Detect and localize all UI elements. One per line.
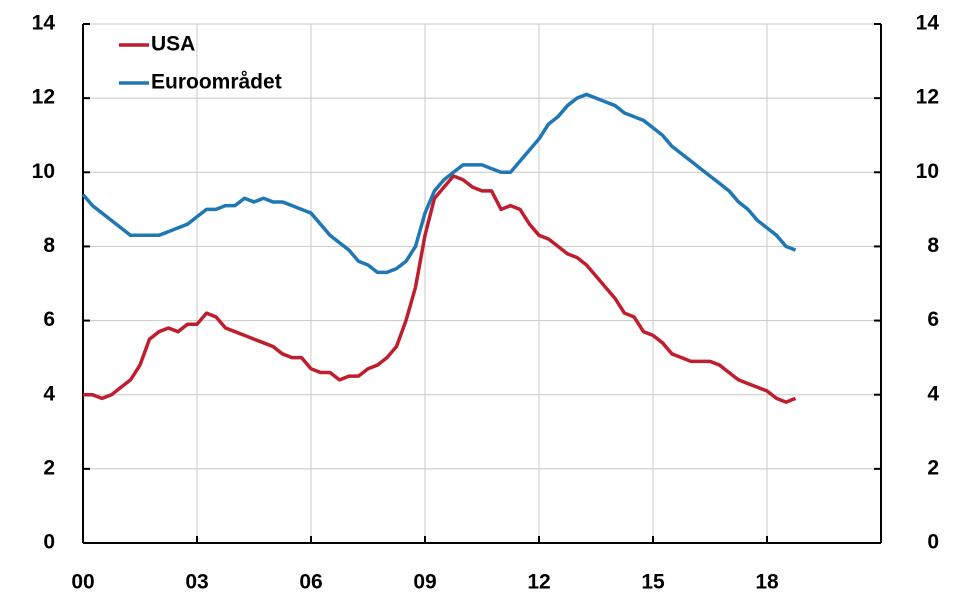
x-tick-label: 12	[527, 571, 550, 594]
y2-tick-label: 14	[916, 12, 940, 35]
x-tick-label: 03	[185, 571, 208, 594]
y2-tick-label: 8	[927, 234, 939, 257]
x-tick-label: 09	[413, 571, 436, 594]
y-tick-label: 6	[43, 308, 55, 331]
y-tick-label: 8	[43, 234, 55, 257]
data-line	[81, 92, 797, 275]
y2-tick-label: 4	[927, 382, 939, 405]
y2-tick-label: 6	[927, 308, 939, 331]
x-tick-label: 00	[71, 571, 94, 594]
y-tick-label: 4	[43, 382, 55, 405]
legend-label: Euroområdet	[151, 71, 282, 94]
y-tick-label: 0	[43, 531, 55, 554]
y2-tick-label: 12	[916, 86, 939, 109]
x-tick-label: 18	[755, 571, 779, 594]
x-tick-label: 15	[641, 571, 665, 594]
y-tick-label: 2	[43, 456, 55, 479]
y2-tick-label: 2	[927, 456, 939, 479]
legend-label: USA	[151, 33, 195, 56]
x-tick-label: 06	[299, 571, 322, 594]
y-tick-label: 12	[32, 86, 55, 109]
y2-tick-label: 10	[916, 160, 939, 183]
y-tick-label: 10	[32, 160, 55, 183]
data-line	[83, 174, 797, 404]
y2-tick-label: 0	[927, 531, 939, 554]
y-tick-label: 14	[32, 12, 56, 35]
